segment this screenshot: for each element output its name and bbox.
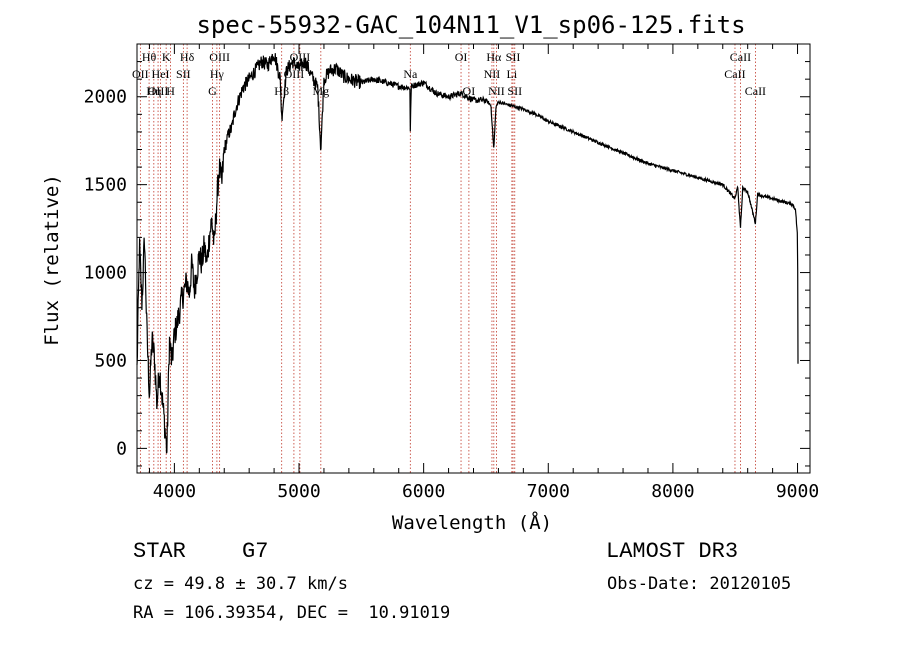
spectrum-line: [136, 53, 799, 454]
line-marker-label: NII: [488, 84, 505, 98]
x-tick-label: 4000: [153, 481, 196, 502]
axis-ticks: 4000 5000 6000 7000 8000 9000 0 500 1000 1500 2000: [84, 43, 819, 502]
line-marker-label: Hδ: [180, 50, 195, 64]
line-marker-label: SII: [176, 67, 191, 81]
redshift-velocity: cz = 49.8 ± 30.7 km/s: [133, 574, 348, 594]
line-marker-label: NII: [484, 67, 501, 81]
line-marker-label: HeI: [152, 67, 170, 81]
survey-name: LAMOST DR3: [606, 539, 739, 564]
x-tick-label: 7000: [527, 481, 570, 502]
line-marker-label: Hη: [146, 84, 161, 98]
line-marker-label: Li: [507, 67, 518, 81]
line-marker-label: Hβ: [274, 84, 289, 98]
line-marker-label: OIII: [148, 84, 169, 98]
x-axis-label: Wavelength (Å): [392, 511, 552, 534]
y-tick-label: 500: [94, 350, 127, 371]
line-marker-label: Hα: [486, 50, 502, 64]
line-marker-label: CaII: [724, 67, 745, 81]
line-marker-label: OIII: [209, 50, 230, 64]
line-marker-label: SII: [507, 84, 522, 98]
chart-title: spec-55932-GAC_104N11_V1_sp06-125.fits: [196, 11, 745, 39]
line-marker-label: G: [208, 84, 217, 98]
object-type: STAR: [133, 539, 186, 564]
line-markers: [139, 44, 756, 473]
line-marker-label: CaII: [745, 84, 766, 98]
x-tick-label: 5000: [277, 481, 320, 502]
y-tick-label: 2000: [84, 87, 127, 108]
y-tick-label: 0: [116, 438, 127, 459]
line-marker-label: CaII: [730, 50, 751, 64]
line-marker-label: Hγ: [210, 67, 225, 81]
line-marker-label: Hθ: [142, 50, 157, 64]
x-tick-label: 8000: [651, 481, 694, 502]
line-marker-label: OII: [132, 67, 149, 81]
coordinates: RA = 106.39354, DEC = 10.91019: [133, 603, 451, 623]
line-marker-label: OI: [455, 50, 468, 64]
y-axis-label: Flux (relative): [41, 174, 63, 346]
y-tick-label: 1000: [84, 263, 127, 284]
y-tick-label: 1500: [84, 175, 127, 196]
subclass: G7: [242, 539, 269, 564]
line-marker-label: K: [162, 50, 171, 64]
x-tick-label: 9000: [776, 481, 819, 502]
observation-date: Obs-Date: 20120105: [607, 574, 792, 594]
line-marker-label: SII: [506, 50, 521, 64]
line-marker-label: H: [166, 84, 175, 98]
line-marker-label: Na: [403, 67, 418, 81]
x-tick-label: 6000: [402, 481, 445, 502]
